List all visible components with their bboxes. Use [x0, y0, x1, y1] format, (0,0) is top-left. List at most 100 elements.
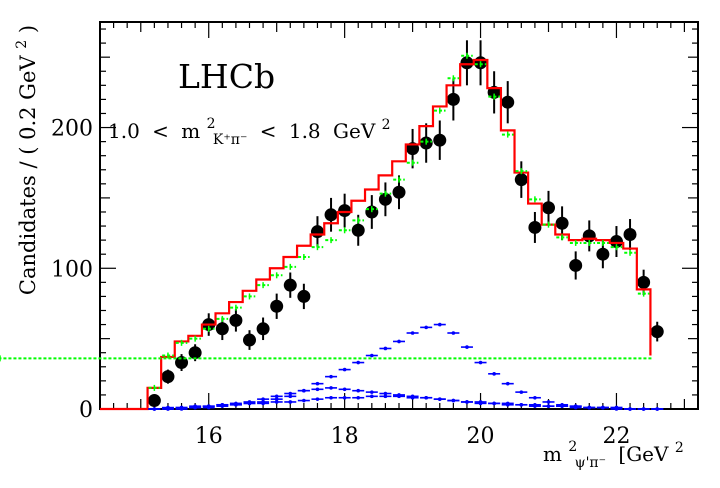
data-point [161, 370, 175, 384]
component-point [261, 401, 265, 406]
ann-var-sub: K⁺π⁻ [213, 132, 247, 148]
x-axis-label-unit-sup: 2 [675, 440, 684, 456]
y-axis-label: Candidates / ( 0.2 GeV 2 ) [7, 25, 40, 295]
component-point [342, 367, 347, 372]
x-tick-label-22: 22 [602, 424, 630, 449]
component-point [492, 401, 496, 406]
component-point [302, 388, 306, 393]
ann-var-sup: 2 [207, 116, 216, 132]
component-point [641, 407, 646, 411]
component-point [397, 339, 401, 344]
component-point [315, 387, 320, 392]
component-point [546, 400, 551, 404]
ann-high: 1.8 [289, 119, 321, 143]
data-point [351, 223, 365, 237]
component-point [383, 394, 388, 399]
x-axis-label-sup: 2 [568, 439, 577, 455]
data-point [501, 95, 515, 109]
component-point [410, 331, 415, 335]
component-point [220, 402, 225, 407]
x-tick-label-18: 18 [331, 424, 359, 449]
component-point [451, 398, 456, 403]
data-point [283, 278, 297, 292]
component-point [601, 405, 605, 410]
component-point [193, 404, 197, 408]
data-point [297, 289, 311, 303]
component-point [370, 394, 374, 399]
x-axis-label-unit: [GeV [618, 442, 669, 466]
axis-ticks [99, 22, 699, 410]
component-point [315, 381, 320, 386]
component-point [383, 391, 388, 396]
component-point [356, 388, 361, 393]
component-point [614, 405, 619, 410]
ann-lt-2: < [260, 119, 277, 143]
component-point [288, 391, 293, 396]
ann-unit: GeV [333, 119, 376, 143]
component-point [315, 397, 320, 401]
component-point [370, 353, 374, 358]
y-tick-label-100: 100 [51, 257, 93, 282]
component-point [437, 322, 442, 327]
component-point [465, 345, 469, 349]
component-point [166, 405, 170, 410]
total-fit-step-line [100, 58, 652, 411]
component-point [274, 400, 279, 404]
component-point [206, 404, 211, 408]
component-point [628, 407, 632, 411]
component-point [519, 390, 524, 394]
data-point [460, 56, 474, 70]
component-point [329, 374, 333, 379]
data-point [650, 325, 664, 339]
component-point [302, 398, 306, 403]
series-total-fit [100, 58, 652, 411]
data-point [215, 322, 229, 336]
component-point [451, 331, 456, 335]
component-point [478, 360, 483, 365]
component-point [342, 387, 347, 392]
component-point [342, 395, 347, 400]
component-point [356, 360, 361, 365]
component-point [274, 397, 279, 401]
component-point [437, 397, 442, 401]
component-point [288, 400, 293, 404]
component-point [546, 404, 551, 408]
series-component-broad [148, 394, 664, 411]
data-point [609, 235, 623, 249]
y-tick-label-200: 200 [51, 117, 93, 142]
x-axis-label-sub: ψ'π⁻ [575, 455, 606, 471]
data-point [378, 192, 392, 206]
series-layer [0, 40, 664, 411]
data-point [324, 208, 338, 222]
ann-unit-sup: 2 [382, 117, 391, 133]
data-point [623, 227, 637, 241]
y-axis-label-close: ) [16, 25, 40, 33]
component-point [234, 402, 238, 407]
component-point [247, 401, 252, 406]
y-axis-label-sup: 2 [14, 40, 30, 49]
component-point [356, 395, 361, 400]
component-point [655, 407, 660, 411]
component-point [152, 407, 157, 411]
data-point [637, 275, 651, 289]
component-point [261, 397, 265, 401]
ann-low: 1.0 [108, 119, 140, 143]
data-point [229, 313, 243, 327]
data-point [555, 216, 569, 230]
data-point [310, 225, 324, 239]
ann-lt-1: < [152, 119, 169, 143]
component-point [519, 402, 524, 407]
data-point [243, 333, 256, 347]
component-point [505, 401, 510, 406]
data-point [188, 346, 202, 360]
x-axis-label-base: m [543, 442, 562, 466]
ann-var: m [181, 119, 200, 143]
component-point [370, 390, 374, 394]
component-point [478, 400, 483, 404]
x-axis-label: m 2 ψ'π⁻ [GeV 2 [543, 432, 684, 472]
component-point [560, 404, 564, 408]
component-point [288, 394, 293, 399]
y-tick-label-0: 0 [79, 398, 93, 423]
mass-range-annotation: 1.0 < m 2 K⁺π⁻ < 1.8 GeV 2 [108, 109, 391, 149]
